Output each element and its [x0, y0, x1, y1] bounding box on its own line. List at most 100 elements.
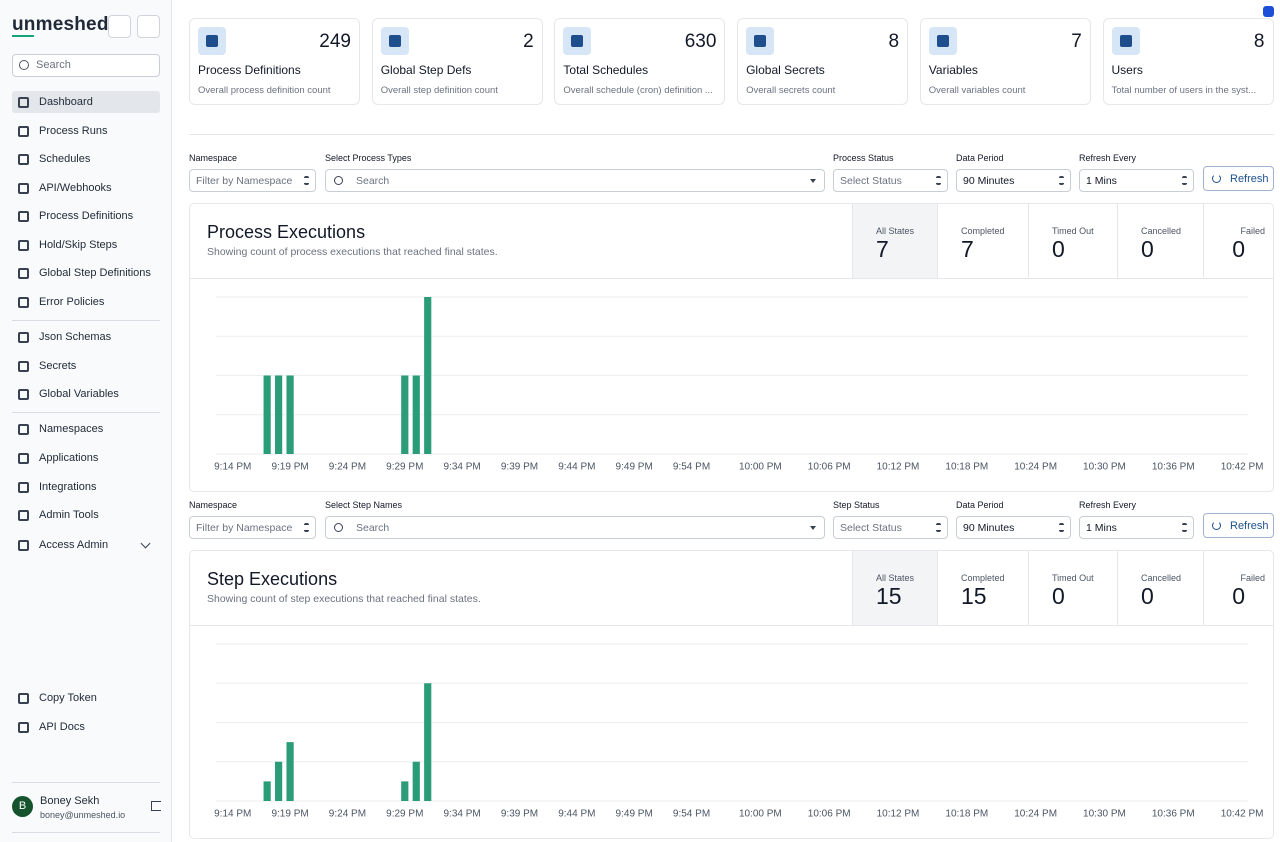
select-arrows	[1059, 176, 1064, 185]
nav-label: Secrets	[39, 360, 77, 372]
icon-glyph	[1119, 35, 1132, 47]
x-tick-label: 9:14 PM	[214, 809, 251, 820]
nav-item[interactable]: Global Step Definitions	[12, 262, 160, 284]
nav-item[interactable]: Schedules	[12, 148, 160, 170]
nav-item[interactable]: API Docs	[12, 716, 160, 738]
state-value: 15	[876, 583, 902, 609]
stat-subtitle: Overall step definition count	[380, 85, 498, 96]
state-column[interactable]: Cancelled 0	[1117, 551, 1203, 625]
nav-item[interactable]: Json Schemas	[12, 326, 160, 348]
refresh-button[interactable]: Refresh	[1203, 166, 1274, 191]
nav-label: Error Policies	[39, 296, 105, 308]
logo-underline	[12, 35, 34, 37]
select-arrows	[1059, 523, 1064, 532]
filter-field[interactable]: 90 Minutes	[956, 516, 1071, 539]
stat-card[interactable]: 8 Users Total number of users in the syst.…	[1102, 18, 1274, 105]
select-arrows	[936, 176, 941, 185]
stat-card[interactable]: 8 Global Secrets Overall secrets count	[737, 18, 909, 105]
state-label: Cancelled	[1141, 573, 1182, 583]
icon-glyph	[206, 35, 218, 47]
panel-subtitle: Showing count of step executions that re…	[207, 593, 481, 605]
state-column[interactable]: Timed Out 0	[1028, 551, 1117, 625]
nav-item[interactable]: Process Runs	[12, 120, 160, 142]
state-column[interactable]: Completed 15	[937, 551, 1028, 625]
state-label: All States	[876, 573, 915, 583]
nav-item[interactable]: Global Variables	[12, 383, 160, 405]
chart-panel: Process Executions Showing count of proce…	[189, 203, 1274, 492]
user-name: Boney Sekh	[40, 795, 100, 807]
state-column[interactable]: Failed 0	[1203, 204, 1273, 278]
nav-item[interactable]: Integrations	[12, 476, 160, 498]
filter-label: Step Status	[833, 500, 880, 510]
panel-header-border	[190, 278, 1273, 279]
stat-title: Global Step Defs	[380, 63, 472, 77]
state-column[interactable]: Completed 7	[937, 204, 1028, 278]
notification-badge[interactable]	[1263, 6, 1274, 17]
x-tick-label: 10:18 PM	[945, 462, 988, 473]
bar	[286, 742, 294, 801]
dropdown-caret	[810, 526, 816, 530]
logout-button[interactable]	[151, 801, 161, 811]
stat-card[interactable]: 7 Variables Overall variables count	[919, 18, 1091, 105]
refresh-icon	[1212, 521, 1221, 530]
filter-field[interactable]: Select Status	[833, 169, 948, 192]
x-tick-label: 10:30 PM	[1083, 809, 1126, 820]
stat-value: 8	[1253, 31, 1265, 52]
filter-label: Select Step Names	[325, 500, 403, 510]
icon	[18, 361, 29, 372]
separator	[12, 832, 160, 833]
filter-field[interactable]: 1 Mins	[1079, 169, 1194, 192]
filter-field[interactable]: 90 Minutes	[956, 169, 1071, 192]
stat-value: 249	[319, 31, 351, 52]
icon	[18, 297, 29, 308]
refresh-button[interactable]: Refresh	[1203, 513, 1274, 538]
nav-item[interactable]: Copy Token	[12, 687, 160, 709]
bar	[263, 781, 271, 801]
nav-label: Namespaces	[39, 423, 104, 435]
icon-glyph	[388, 35, 401, 47]
stat-subtitle: Overall process definition count	[198, 85, 331, 96]
field-text: Search	[356, 522, 390, 534]
icon	[18, 453, 29, 464]
nav-item[interactable]: Dashboard	[12, 91, 160, 113]
filter-field[interactable]: Search	[325, 169, 825, 192]
stat-card[interactable]: 2 Global Step Defs Overall step definition…	[371, 18, 543, 105]
nav-item[interactable]: Admin Tools	[12, 504, 160, 526]
filter-field[interactable]: Filter by Namespace	[189, 516, 316, 539]
nav-item[interactable]: Process Definitions	[12, 205, 160, 227]
nav-item[interactable]: Access Admin	[12, 534, 160, 556]
filter-label: Select Process Types	[325, 153, 412, 163]
nav-item[interactable]: Hold/Skip Steps	[12, 234, 160, 256]
x-tick-label: 10:42 PM	[1221, 462, 1264, 473]
search-input[interactable]: Search	[12, 54, 160, 77]
stat-card[interactable]: 630 Total Schedules Overall schedule (cron…	[554, 18, 726, 105]
icon	[18, 693, 29, 704]
nav-item[interactable]: Applications	[12, 447, 160, 469]
state-column[interactable]: Failed 0	[1203, 551, 1273, 625]
collapse-button[interactable]	[137, 15, 160, 38]
theme-toggle[interactable]	[108, 15, 131, 38]
filter-field[interactable]: Search	[325, 516, 825, 539]
search-icon	[334, 523, 343, 532]
nav-item[interactable]: Secrets	[12, 355, 160, 377]
bar	[401, 781, 409, 801]
chart-panel: Step Executions Showing count of step exe…	[189, 550, 1274, 839]
filter-field[interactable]: Select Status	[833, 516, 948, 539]
filter-field[interactable]: Filter by Namespace	[189, 169, 316, 192]
stat-card[interactable]: 249 Process Definitions Overall process de…	[189, 18, 360, 105]
nav-label: Hold/Skip Steps	[39, 239, 118, 251]
nav-item[interactable]: Namespaces	[12, 418, 160, 440]
x-tick-label: 10:24 PM	[1014, 462, 1057, 473]
button-label: Refresh	[1230, 173, 1269, 185]
nav-item[interactable]: Error Policies	[12, 291, 160, 313]
state-column[interactable]: All States 15	[852, 551, 937, 625]
nav-item[interactable]: API/Webhooks	[12, 177, 160, 199]
stat-icon	[928, 27, 957, 55]
x-tick-label: 9:44 PM	[558, 462, 595, 473]
state-column[interactable]: Timed Out 0	[1028, 204, 1117, 278]
state-column[interactable]: All States 7	[852, 204, 937, 278]
filter-field[interactable]: 1 Mins	[1079, 516, 1194, 539]
filter-label: Data Period	[956, 500, 1004, 510]
state-column[interactable]: Cancelled 0	[1117, 204, 1203, 278]
